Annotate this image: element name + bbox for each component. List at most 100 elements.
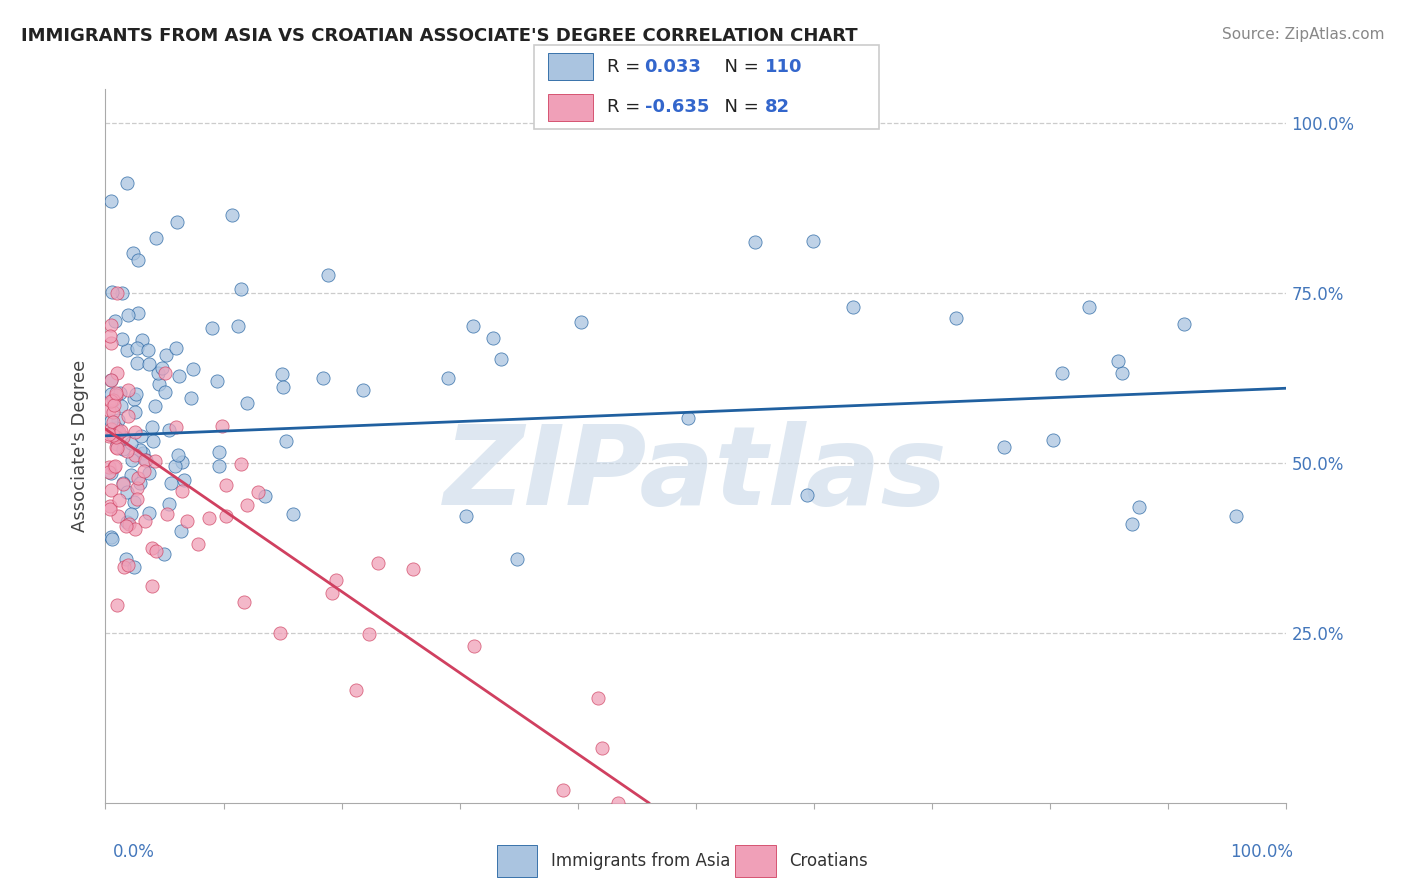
Point	[131, 333, 153, 347]
Point	[98, 465, 121, 479]
Point	[170, 524, 193, 539]
Point	[132, 464, 155, 478]
Point	[135, 453, 157, 467]
Point	[226, 319, 249, 334]
Point	[506, 552, 529, 566]
Point	[553, 783, 575, 797]
Point	[172, 455, 194, 469]
Point	[1042, 434, 1064, 448]
Point	[1121, 517, 1143, 532]
Point	[145, 231, 167, 245]
Point	[103, 460, 125, 475]
Point	[107, 508, 129, 523]
Point	[111, 332, 134, 346]
Point	[134, 453, 156, 467]
Point	[100, 394, 122, 409]
Point	[105, 441, 128, 455]
Point	[155, 385, 177, 400]
Point	[463, 639, 485, 653]
Point	[105, 421, 128, 435]
Point	[1225, 508, 1247, 523]
Point	[115, 551, 138, 566]
Point	[221, 209, 243, 223]
Text: 110: 110	[765, 58, 803, 76]
Point	[801, 234, 824, 248]
Point	[214, 478, 236, 492]
Point	[402, 562, 425, 576]
Point	[181, 362, 204, 376]
Point	[112, 430, 135, 444]
Point	[117, 515, 139, 529]
Point	[98, 459, 121, 474]
Point	[153, 547, 176, 561]
Point	[98, 427, 121, 442]
Point	[1111, 366, 1133, 380]
Point	[208, 459, 231, 474]
Point	[215, 508, 238, 523]
Point	[352, 383, 374, 397]
Point	[274, 434, 297, 448]
Point	[232, 595, 254, 609]
Point	[100, 422, 122, 436]
Point	[125, 491, 148, 506]
Text: 0.033: 0.033	[644, 58, 702, 76]
Text: N =: N =	[713, 58, 765, 76]
Point	[115, 444, 138, 458]
Point	[1107, 354, 1129, 368]
Point	[103, 415, 125, 429]
Point	[120, 435, 142, 450]
Point	[142, 434, 165, 448]
Point	[104, 459, 127, 474]
Point	[586, 690, 609, 705]
Point	[993, 440, 1015, 454]
Point	[138, 357, 160, 371]
Point	[112, 559, 135, 574]
Point	[454, 508, 477, 523]
Point	[100, 194, 122, 208]
Point	[157, 423, 180, 437]
Point	[112, 442, 135, 456]
Point	[170, 484, 193, 499]
Point	[103, 399, 125, 413]
Point	[111, 475, 134, 490]
Point	[678, 411, 700, 425]
Point	[186, 537, 208, 551]
Point	[138, 506, 160, 520]
Point	[127, 356, 149, 370]
Point	[100, 414, 122, 428]
Point	[101, 532, 124, 546]
Text: ZIPatlas: ZIPatlas	[444, 421, 948, 528]
Point	[150, 361, 173, 376]
Point	[129, 443, 152, 458]
Point	[115, 485, 138, 500]
Point	[1050, 366, 1073, 380]
Point	[124, 404, 146, 418]
Point	[176, 514, 198, 528]
Point	[105, 367, 128, 381]
Point	[100, 530, 122, 544]
Point	[117, 383, 139, 397]
Point	[124, 522, 146, 536]
Point	[100, 318, 122, 333]
Point	[124, 425, 146, 439]
Point	[208, 445, 231, 459]
Point	[129, 428, 152, 442]
Point	[124, 560, 146, 574]
Point	[104, 386, 127, 401]
Point	[120, 467, 142, 482]
Point	[127, 341, 149, 355]
Bar	[735, 846, 776, 878]
Point	[127, 306, 149, 320]
Point	[117, 176, 139, 190]
Point	[107, 426, 129, 441]
Point	[321, 585, 343, 599]
Text: -0.635: -0.635	[644, 98, 709, 116]
Point	[108, 492, 131, 507]
Point	[115, 343, 138, 357]
Point	[98, 328, 121, 343]
Point	[207, 374, 229, 388]
Point	[254, 489, 277, 503]
Bar	[496, 846, 537, 878]
Point	[129, 475, 152, 490]
Point	[173, 473, 195, 487]
